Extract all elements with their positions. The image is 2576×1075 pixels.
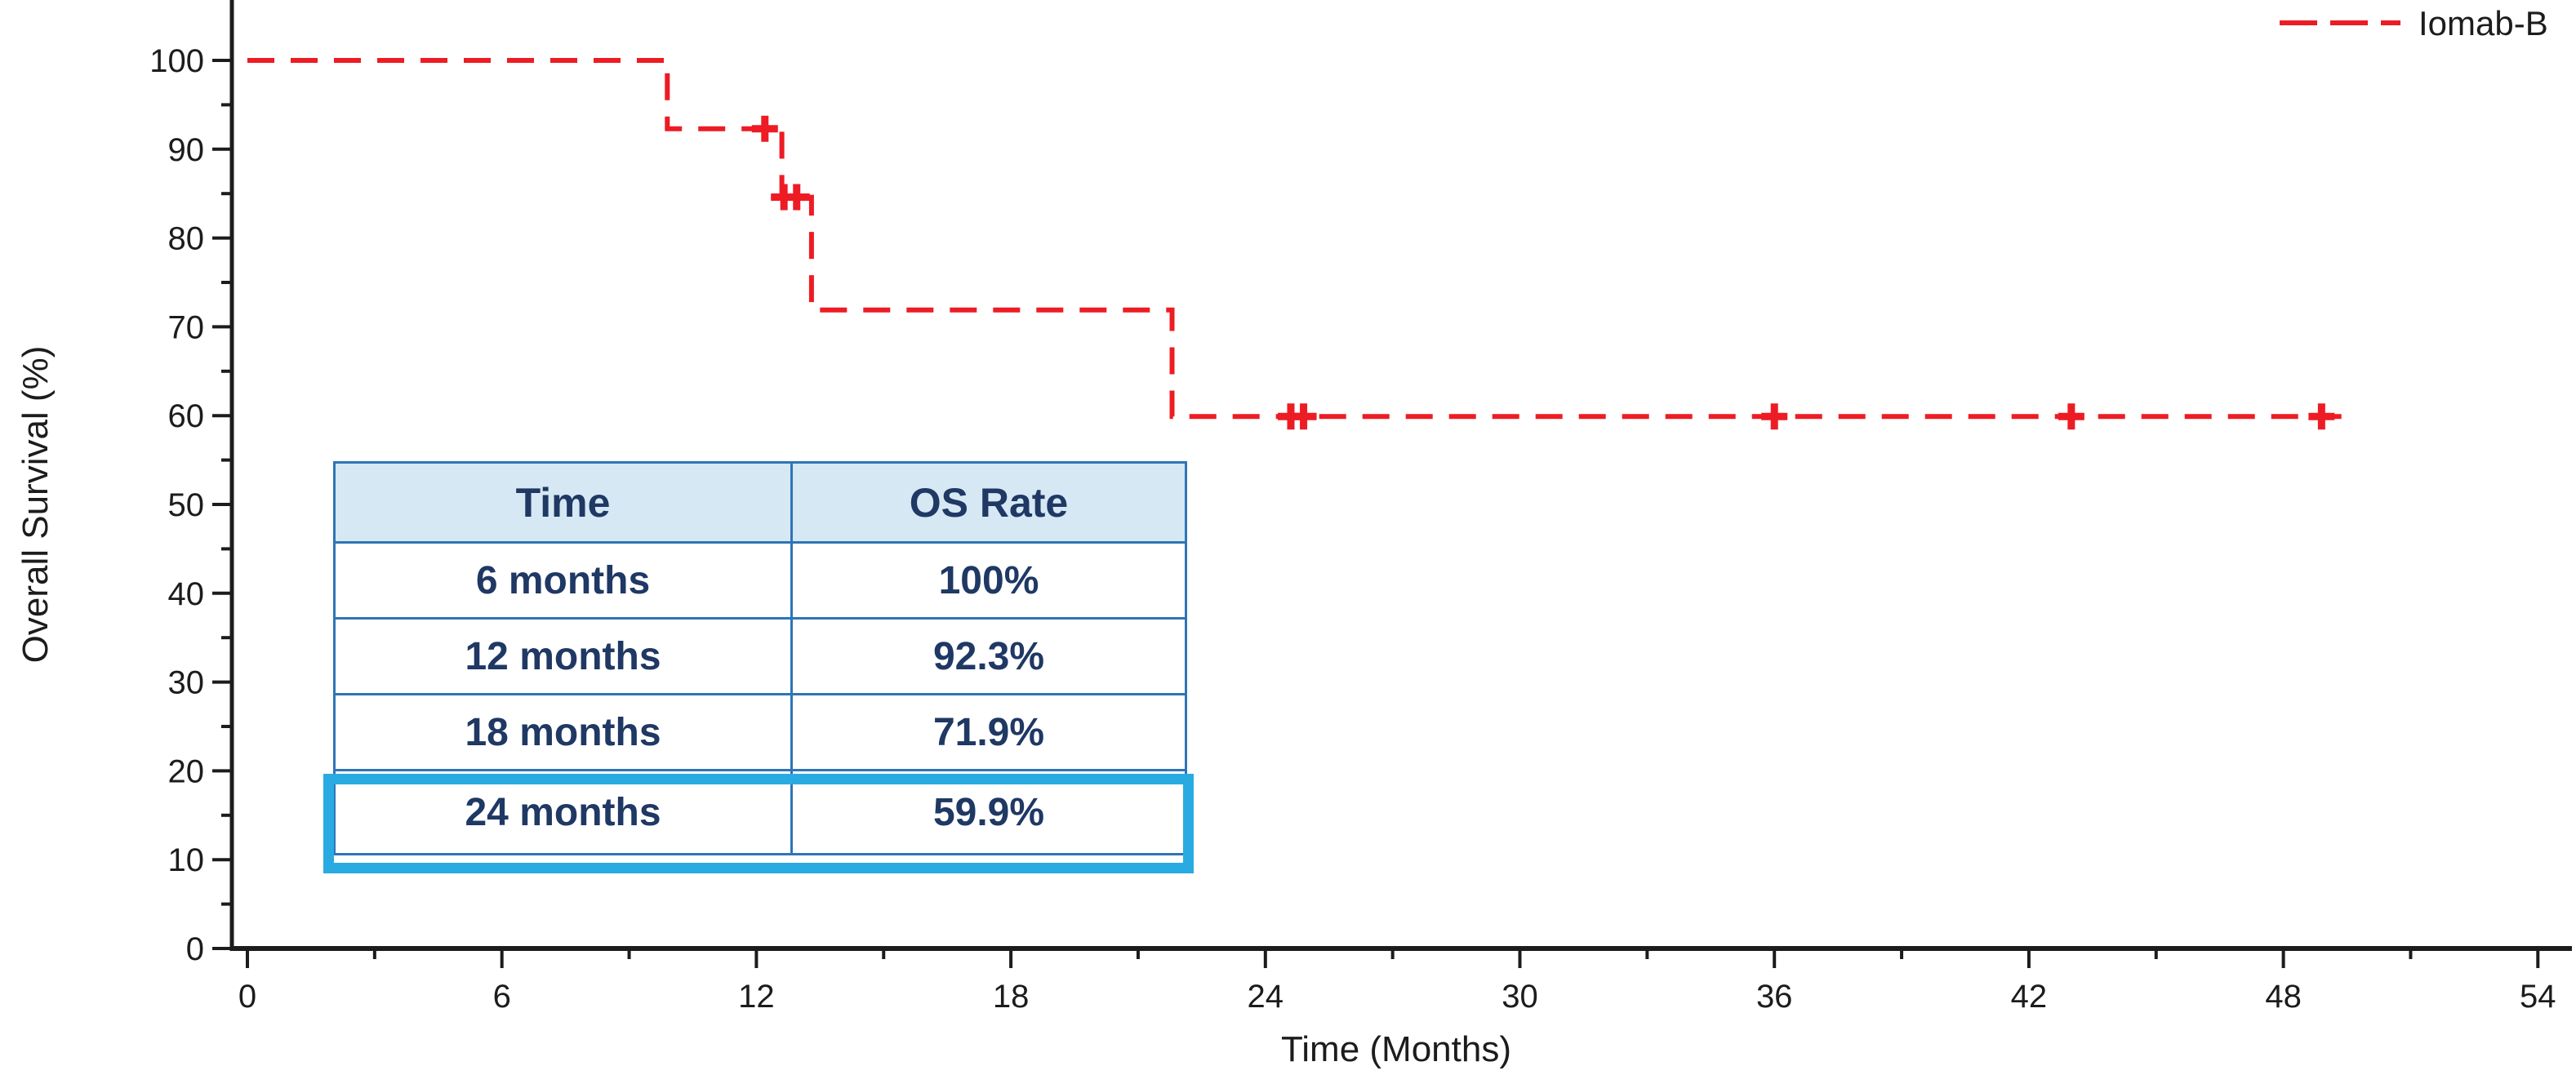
y-tick-label: 60 [168,398,205,434]
x-tick-label: 6 [493,979,511,1015]
x-tick-label: 48 [2265,979,2302,1015]
y-axis-ticks: 0 10 20 30 40 50 60 70 80 90 100 [149,43,232,967]
y-tick-label: 0 [186,931,204,967]
y-tick-label: 100 [149,43,204,79]
table-header-time: Time [333,461,793,544]
x-axis-title: Time (Months) [1281,1029,1511,1069]
table-row-highlighted: 24 months 59.9% [333,769,1187,855]
legend-series-label: Iomab-B [2418,4,2548,42]
censor-marks [751,115,2335,430]
x-tick-label: 18 [993,979,1030,1015]
table-cell-os-rate: 59.9% [790,769,1187,855]
x-tick-label: 42 [2011,979,2048,1015]
survival-curve-layer [247,58,2343,430]
y-tick-label: 20 [168,753,205,789]
table-cell-time: 6 months [333,541,793,620]
x-tick-label: 30 [1502,979,1538,1015]
y-tick-label: 10 [168,842,205,878]
x-tick-label: 12 [738,979,775,1015]
os-rate-table: Time OS Rate 6 months 100% 12 months 92.… [333,461,1187,855]
table-header-os-rate: OS Rate [790,461,1187,544]
x-tick-label: 0 [238,979,256,1015]
table-row: 18 months 71.9% [333,693,1187,771]
table-header-row: Time OS Rate [333,461,1187,544]
table-cell-time: 12 months [333,617,793,695]
y-tick-label: 40 [168,576,205,612]
table-cell-os-rate: 92.3% [790,617,1187,695]
y-tick-label: 50 [168,487,205,523]
table-cell-time: 18 months [333,693,793,771]
table-cell-os-rate: 100% [790,541,1187,620]
x-tick-label: 24 [1248,979,1284,1015]
y-axis-title: Overall Survival (%) [16,346,56,664]
x-tick-label: 36 [1756,979,1793,1015]
table-cell-time: 24 months [333,769,793,855]
table-cell-os-rate: 71.9% [790,693,1187,771]
axes-layer: 0 6 12 18 24 30 36 42 48 54 0 10 20 30 40 50 60 70 80 90 100 [149,0,2572,1015]
y-tick-label: 90 [168,132,205,168]
survival-curve [247,58,2343,420]
y-tick-label: 80 [168,221,205,257]
table-row: 12 months 92.3% [333,617,1187,695]
legend: Iomab-B [2280,4,2548,42]
table-row: 6 months 100% [333,541,1187,620]
x-tick-label: 54 [2520,979,2556,1015]
x-axis-ticks: 0 6 12 18 24 30 36 42 48 54 [238,948,2556,1015]
y-tick-label: 30 [168,665,205,701]
y-tick-label: 70 [168,309,205,345]
